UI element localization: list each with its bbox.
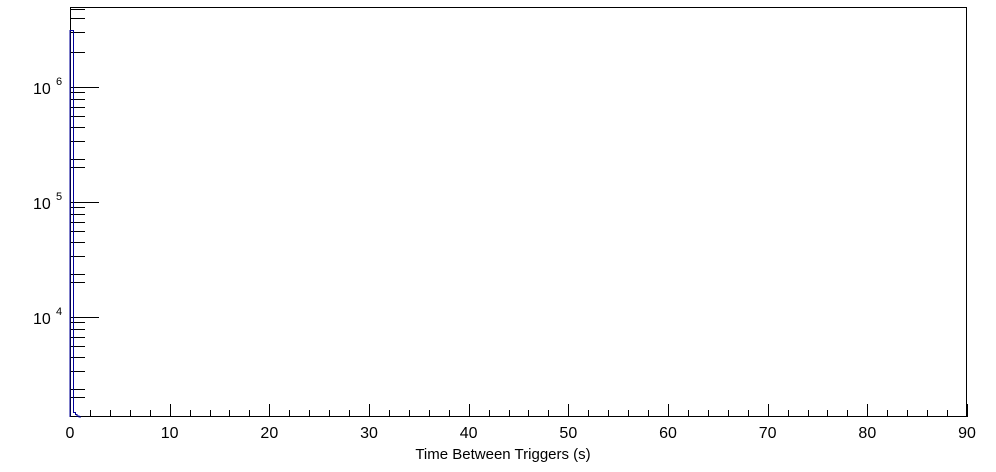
x-axis-title: Time Between Triggers (s) bbox=[415, 446, 590, 463]
x-tick-label: 80 bbox=[858, 425, 876, 442]
y-tick-exponent: 6 bbox=[56, 76, 62, 88]
y-tick-exponent: 4 bbox=[56, 306, 62, 318]
y-tick-base: 10 bbox=[33, 81, 51, 98]
y-tick-label-1e4: 10 4 bbox=[33, 306, 62, 328]
y-tick-label-1e6: 10 6 bbox=[33, 76, 62, 98]
plot-frame bbox=[70, 7, 967, 417]
x-tick-label: 20 bbox=[260, 425, 278, 442]
y-tick-base: 10 bbox=[33, 311, 51, 328]
y-tick-labels: 10 6 10 5 10 4 bbox=[33, 76, 62, 328]
x-tick-label: 30 bbox=[360, 425, 378, 442]
y-tick-base: 10 bbox=[33, 196, 51, 213]
x-tick-label: 60 bbox=[659, 425, 677, 442]
y-tick-exponent: 5 bbox=[56, 191, 62, 203]
x-tick-label: 0 bbox=[66, 425, 75, 442]
data-series-time-between-triggers bbox=[69, 30, 81, 418]
x-tick-label: 90 bbox=[958, 425, 976, 442]
y-tick-label-1e5: 10 5 bbox=[33, 191, 62, 213]
x-tick-label: 10 bbox=[161, 425, 179, 442]
x-axis-ticks bbox=[70, 404, 968, 417]
x-tick-label: 40 bbox=[460, 425, 478, 442]
x-tick-labels: 0 10 20 30 40 50 60 70 80 90 bbox=[66, 425, 976, 442]
x-tick-label: 50 bbox=[559, 425, 577, 442]
x-tick-label: 70 bbox=[759, 425, 777, 442]
histogram-step-line bbox=[69, 30, 81, 418]
